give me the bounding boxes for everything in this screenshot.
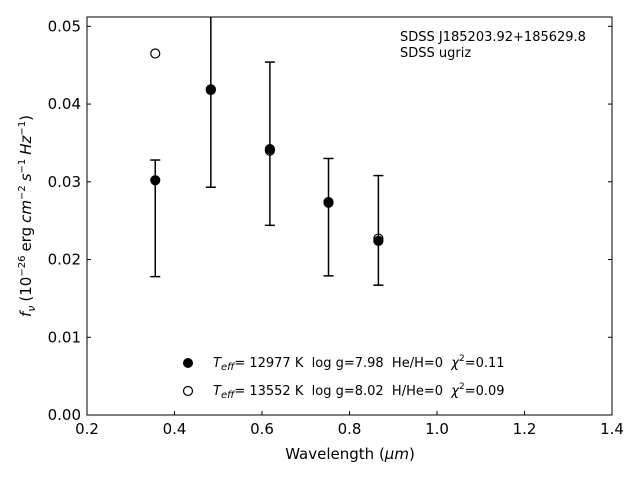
- data-point-open: [205, 84, 216, 96]
- x-tick-label: 0.4: [163, 420, 187, 438]
- annotation-title: SDSS J185203.92+185629.8: [400, 30, 586, 45]
- data-point-filled: [150, 175, 161, 186]
- y-axis-label: fν(10−26ergcm−2s−1Hz−1): [17, 115, 38, 317]
- y-tick-label: 0.04: [48, 95, 81, 113]
- data-point-open: [323, 196, 334, 208]
- plot-area: [86, 16, 613, 416]
- legend-marker-open: [182, 385, 194, 397]
- y-tick-label: 0.05: [48, 17, 81, 35]
- data-point-open: [264, 145, 275, 156]
- data-point-open: [373, 233, 384, 244]
- legend-entry-1: Teff= 12977 K log g=7.98 He/H=0 χ2=0.11: [213, 354, 505, 373]
- legend-marker-filled: [183, 358, 193, 368]
- annotation-subtitle: SDSS ugriz: [400, 46, 471, 61]
- x-tick-label: 0.2: [75, 420, 99, 438]
- y-tick-label: 0.00: [48, 406, 81, 424]
- x-tick-label: 1.2: [513, 420, 537, 438]
- legend: Teff= 12977 K log g=7.98 He/H=0 χ2=0.11 …: [182, 354, 505, 401]
- x-tick-label: 1.0: [425, 420, 449, 438]
- y-ticks: 0.00 0.01 0.02 0.03 0.04 0.05: [48, 17, 612, 424]
- data-points: [150, 48, 384, 246]
- y-tick-label: 0.02: [48, 251, 81, 269]
- data-point-open: [150, 48, 161, 59]
- x-tick-label: 0.6: [250, 420, 274, 438]
- x-tick-label: 1.4: [600, 420, 624, 438]
- y-tick-label: 0.03: [48, 173, 81, 191]
- x-axis-label: Wavelength (μm): [285, 445, 415, 463]
- x-tick-label: 0.8: [338, 420, 362, 438]
- y-tick-label: 0.01: [48, 328, 81, 346]
- x-ticks: 0.2 0.4 0.6 0.8 1.0 1.2 1.4: [75, 411, 624, 438]
- legend-entry-2: Teff= 13552 K log g=8.02 H/He=0 χ2=0.09: [213, 382, 505, 401]
